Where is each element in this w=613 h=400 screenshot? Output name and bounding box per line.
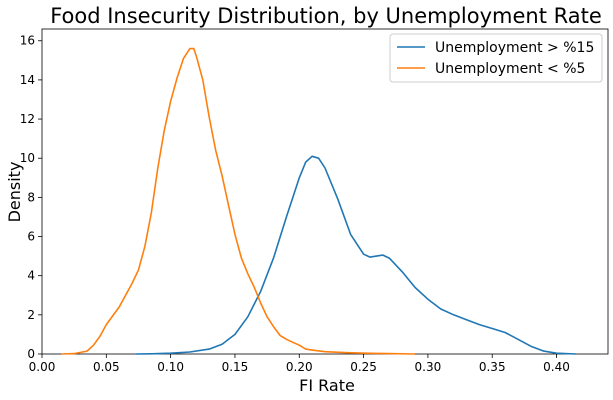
x-axis-label: FI Rate	[299, 376, 355, 395]
chart-title: Food Insecurity Distribution, by Unemplo…	[50, 4, 602, 28]
legend-label-high-unemployment: Unemployment > %15	[435, 40, 594, 56]
series-line-0	[135, 155, 576, 355]
y-axis-label: Density	[5, 162, 24, 223]
legend-label-low-unemployment: Unemployment < %5	[435, 61, 585, 77]
x-tick-label: 0.05	[93, 360, 120, 374]
plot-frame	[41, 28, 609, 355]
x-tick-label: 0.00	[29, 360, 56, 374]
x-tick-label: 0.30	[415, 360, 442, 374]
series-line-1	[61, 47, 416, 355]
x-tick-label: 0.10	[157, 360, 184, 374]
curves-layer	[61, 47, 576, 355]
y-tick-label: 10	[20, 151, 35, 165]
x-tick-label: 0.40	[543, 360, 570, 374]
x-tick-label: 0.20	[286, 360, 313, 374]
x-tick-label: 0.35	[479, 360, 506, 374]
x-tick-label: 0.25	[350, 360, 377, 374]
y-axis-ticks: 0 2 4 6 8 10 12 14 16	[20, 34, 42, 361]
y-tick-label: 4	[27, 269, 35, 283]
x-tick-label: 0.15	[222, 360, 249, 374]
y-tick-label: 8	[27, 190, 35, 204]
y-tick-label: 6	[27, 230, 35, 244]
plot-area: 0.00 0.05 0.10 0.15 0.20 0.25 0.30 0.35 0.40 0 2 4…	[20, 28, 609, 374]
y-tick-label: 0	[27, 347, 35, 361]
x-axis-ticks: 0.00 0.05 0.10 0.15 0.20 0.25 0.30 0.35 0.40	[29, 354, 570, 374]
y-tick-label: 2	[27, 308, 35, 322]
y-tick-label: 14	[20, 73, 35, 87]
y-tick-label: 12	[20, 112, 35, 126]
y-tick-label: 16	[20, 34, 35, 48]
legend-box	[389, 33, 603, 83]
legend: Unemployment > %15 Unemployment < %5	[389, 33, 603, 83]
